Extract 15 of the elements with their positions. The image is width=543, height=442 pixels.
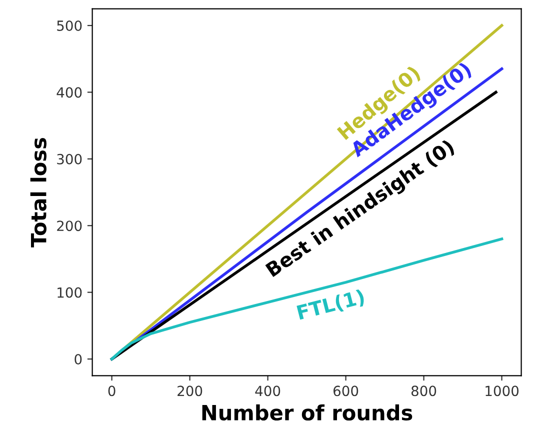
x-tick-label: 400 <box>255 386 280 396</box>
text: FTL(1) <box>296 288 366 322</box>
y-tick-label: 200 <box>57 220 82 232</box>
y-tick-label: 300 <box>57 154 82 164</box>
x-tick-label: 800 <box>411 386 436 396</box>
x-tick-label: 200 <box>178 386 202 396</box>
x-tick-label: 600 <box>334 386 358 396</box>
y-tick-label: 400 <box>56 87 82 98</box>
y-axis-title: Total loss <box>30 138 46 248</box>
x-tick-label: 0 <box>108 386 116 396</box>
y-tick-label: 500 <box>57 20 82 31</box>
x-axis-title: Number of rounds <box>202 404 412 421</box>
x-tick-label: 1000 <box>486 386 519 396</box>
y-tick-label: 0 <box>74 354 82 364</box>
y-tick-label: 100 <box>58 287 82 298</box>
